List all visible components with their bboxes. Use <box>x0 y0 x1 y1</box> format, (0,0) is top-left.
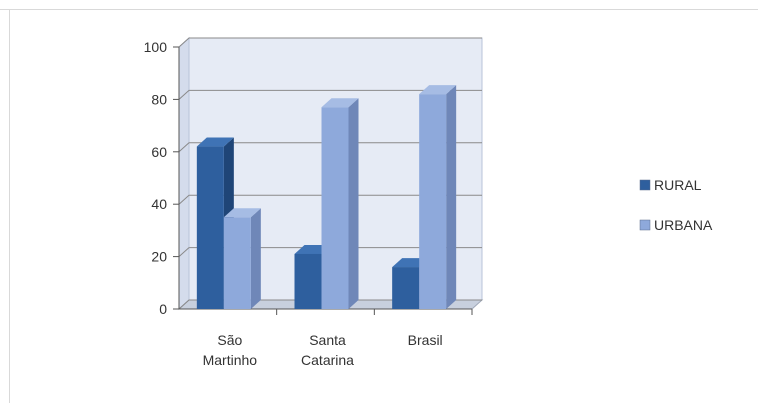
y-tick-label: 100 <box>144 39 168 55</box>
x-tick-label: Santa <box>309 332 346 348</box>
x-tick-label: Brasil <box>408 332 443 348</box>
bar-side-urbana <box>446 85 457 309</box>
gridline <box>178 194 482 205</box>
bar-urbana <box>419 94 447 309</box>
gridline <box>178 247 482 257</box>
bar-top-urbana <box>419 85 457 95</box>
bar-rural <box>392 267 420 309</box>
bar-side-urbana <box>250 208 261 309</box>
bar-top-urbana <box>223 208 261 218</box>
x-tick-label: Martinho <box>203 352 258 368</box>
legend-swatch-urbana <box>639 219 651 231</box>
y-tick-label: 20 <box>151 249 167 265</box>
frame-left-border <box>9 9 10 403</box>
bar-rural <box>196 146 224 309</box>
frame-top-border <box>0 9 758 10</box>
x-tick-label: Catarina <box>301 352 354 368</box>
legend-label-urbana: URBANA <box>654 217 713 233</box>
gridline <box>178 37 482 48</box>
y-tick-label: 0 <box>159 301 167 317</box>
bar-urbana <box>321 107 349 309</box>
y-tick-label: 40 <box>151 196 167 212</box>
bar-top-rural <box>196 137 234 147</box>
bar-side-urbana <box>348 98 359 309</box>
y-tick-label: 80 <box>151 91 167 107</box>
legend-label-rural: RURAL <box>654 177 702 193</box>
gridline <box>178 89 482 100</box>
legend-swatch-rural <box>639 179 651 191</box>
y-tick-label: 60 <box>151 144 167 160</box>
bar-rural <box>294 253 322 309</box>
gridline <box>178 299 482 310</box>
bar-top-urbana <box>321 98 359 108</box>
plot-side-wall <box>178 36 190 311</box>
x-tick-label: São <box>217 332 242 348</box>
bar-urbana <box>223 217 251 309</box>
gridline <box>178 142 482 153</box>
